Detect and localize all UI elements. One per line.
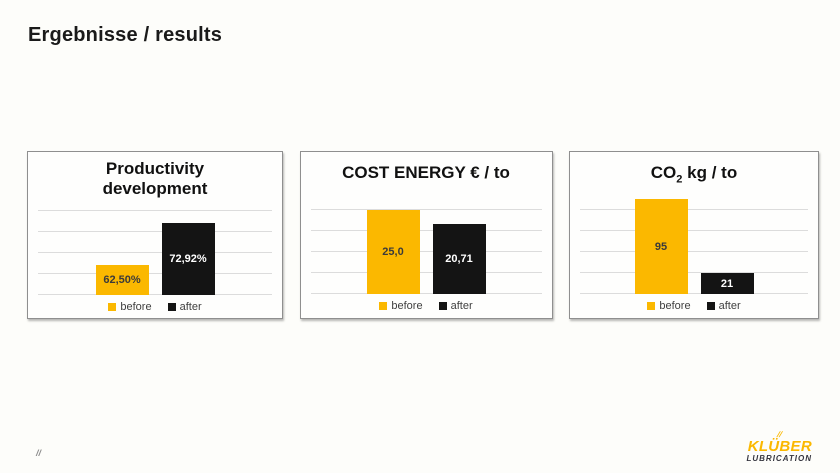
legend-label: after [450,300,473,312]
page-marker: // [36,448,42,458]
chart-title: Productivity development [28,159,282,198]
legend-label: after [179,301,202,314]
logo-brand-name: KLÜBER [747,438,812,455]
legend-item-after: after [167,301,202,314]
kluber-logo: // KLÜBER LUBRICATION [746,430,812,463]
legend-item-after: after [706,300,741,312]
bars-group: 95 21 [580,189,808,294]
legend-label: before [391,300,423,312]
bar-before: 25,0 [366,210,420,294]
legend-label: before [659,300,691,312]
legend-item-before: before [108,301,152,314]
page-title: Ergebnisse / results [28,24,223,46]
chart-productivity-development: Productivity development 62,50% 72,92% b… [27,151,283,319]
plot-area: 95 21 [580,189,808,294]
bar-value-label: 20,71 [445,253,473,265]
bar-value-label: 62,50% [103,274,141,287]
chart-co2: CO2 kg / to 95 21 before [569,151,819,319]
chart-cost-energy: COST ENERGY € / to 25,0 20,71 before [299,151,553,319]
legend-swatch-before-icon [108,303,117,312]
legend-swatch-after-icon [438,302,447,310]
plot-area: 25,0 20,71 [310,189,542,294]
chart-title-units: kg / to [682,163,738,182]
legend-swatch-after-icon [167,303,176,312]
bar-after: 20,71 [432,224,486,294]
bar-value-label: 25,0 [382,246,404,258]
legend: before after [301,294,552,318]
legend-item-after: after [438,300,473,312]
bars-group: 25,0 20,71 [311,189,542,294]
chart-title-subscript: 2 [676,173,683,186]
logo-subtitle: LUBRICATION [746,454,812,463]
bar-after: 21 [700,273,754,294]
chart-title: CO2 kg / to [570,163,818,186]
plot-area: 62,50% 72,92% [38,198,272,296]
bar-value-label: 21 [720,277,734,290]
logo-slashes-icon: // [776,430,784,439]
bars-group: 62,50% 72,92% [38,198,272,296]
bar-after: 72,92% [161,223,215,296]
legend-item-before: before [379,300,423,312]
chart-title-line-2: development [102,178,208,198]
bar-before: 95 [634,199,688,294]
chart-title: COST ENERGY € / to [342,163,510,182]
legend: before after [570,294,818,318]
legend-label: after [718,300,741,312]
legend-label: before [120,301,152,314]
bar-value-label: 95 [654,240,668,253]
legend-item-before: before [647,300,691,312]
legend-swatch-after-icon [706,302,715,310]
charts-row: Productivity development 62,50% 72,92% b… [27,151,819,319]
legend-swatch-before-icon [647,302,656,310]
bar-value-label: 72,92% [169,253,207,266]
legend-swatch-before-icon [379,302,388,310]
legend: before after [28,295,282,319]
bar-before: 62,50% [95,265,149,296]
chart-title-co: CO [650,163,677,182]
chart-title-line-1: Productivity [105,159,205,178]
